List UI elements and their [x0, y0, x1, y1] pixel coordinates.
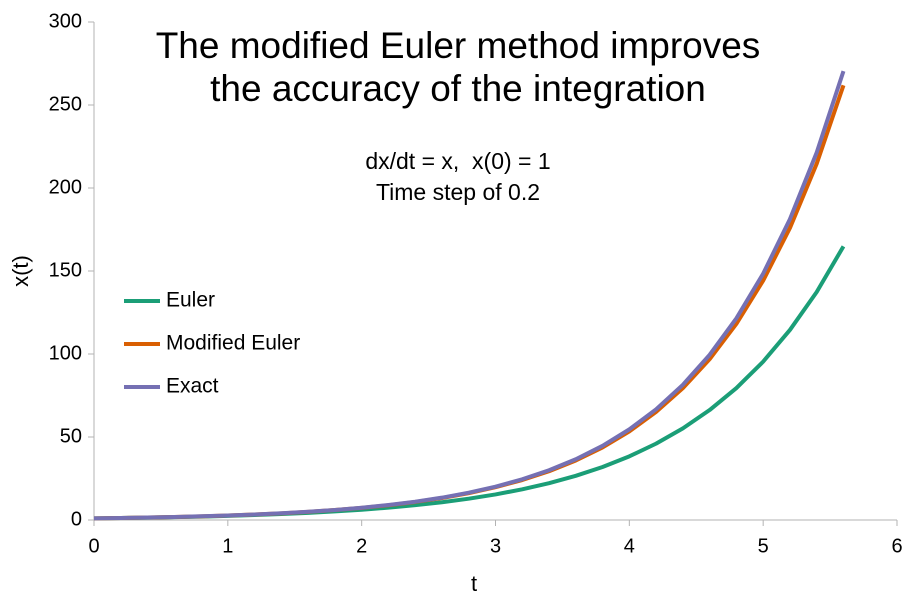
x-tick-label: 0	[88, 535, 99, 557]
x-tick-label: 5	[758, 535, 769, 557]
y-tick-label: 200	[49, 176, 82, 198]
x-tick-label: 2	[356, 535, 367, 557]
y-axis-label: x(t)	[8, 255, 33, 287]
chart-subtitle: dx/dt = x, x(0) = 1	[365, 148, 550, 174]
x-tick-label: 6	[891, 535, 902, 557]
legend-label: Modified Euler	[166, 332, 300, 355]
chart-title: the accuracy of the integration	[210, 68, 706, 109]
x-axis-label: t	[471, 571, 477, 596]
y-tick-label: 150	[49, 259, 82, 281]
x-tick-label: 4	[624, 535, 635, 557]
series-line	[93, 70, 846, 521]
legend-label: Euler	[166, 289, 215, 312]
x-tick-label: 3	[490, 535, 501, 557]
y-tick-label: 0	[71, 508, 82, 530]
chart-subtitle: Time step of 0.2	[376, 179, 540, 205]
y-tick-label: 100	[49, 342, 82, 364]
y-tick-label: 300	[49, 10, 82, 32]
chart-title: The modified Euler method improves	[156, 25, 761, 66]
x-tick-label: 1	[222, 535, 233, 557]
y-tick-label: 250	[49, 93, 82, 115]
legend-label: Exact	[166, 375, 219, 398]
y-tick-label: 50	[60, 425, 82, 447]
